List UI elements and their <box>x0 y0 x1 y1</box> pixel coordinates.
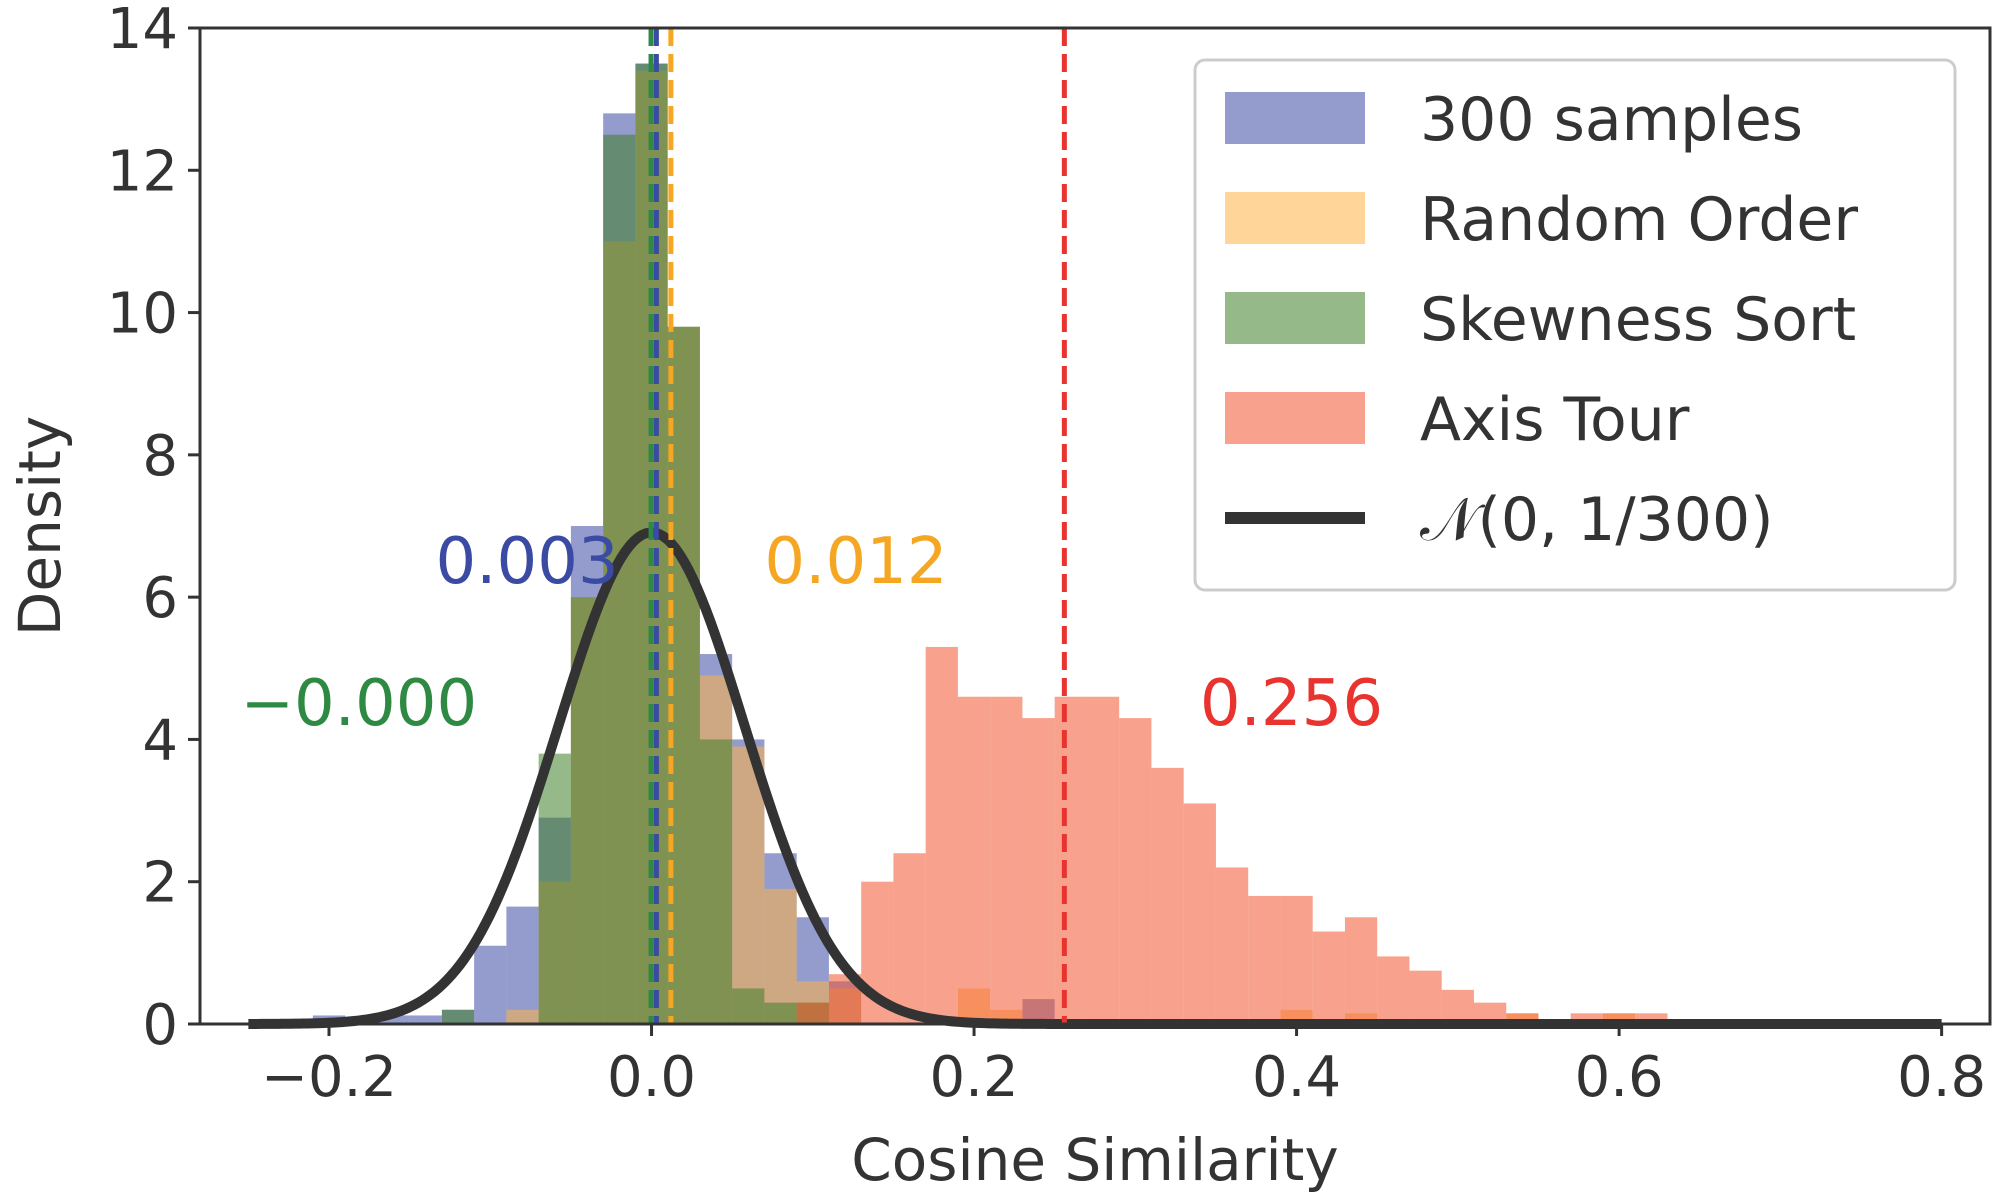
histogram-bar <box>1473 1002 1507 1024</box>
y-tick-label: 10 <box>107 282 178 347</box>
y-tick-label: 6 <box>142 566 178 631</box>
plot-frame <box>198 26 1992 1026</box>
histogram-bar <box>1119 718 1152 1024</box>
histogram-bar <box>1183 803 1216 1024</box>
histogram-bar <box>764 1002 797 1024</box>
legend-swatch <box>1225 392 1365 444</box>
series-3-bars <box>796 646 1668 1024</box>
histogram-bar <box>538 753 571 1024</box>
histogram-bar <box>732 988 765 1024</box>
histogram-bar <box>474 945 507 1024</box>
y-tick-label: 14 <box>107 0 178 62</box>
histogram-bar <box>506 906 539 1024</box>
legend-label: Skewness Sort <box>1420 285 1856 355</box>
x-tick-label: 0.4 <box>1252 1045 1341 1110</box>
histogram-bar <box>957 696 991 1024</box>
histogram-bar <box>667 326 700 1024</box>
x-axis-label: Cosine Similarity <box>851 1126 1338 1194</box>
y-tick-label: 12 <box>107 139 178 204</box>
mean-lines-layer <box>648 28 1067 1024</box>
legend-swatch <box>1225 292 1365 344</box>
x-tick-label: 0.8 <box>1897 1045 1986 1110</box>
mean-value-label: −0.000 <box>240 667 477 741</box>
histogram-bar <box>1602 1013 1636 1024</box>
histogram-bar <box>1312 931 1345 1024</box>
histogram-bar <box>1086 696 1120 1024</box>
histogram-bar <box>377 1015 410 1024</box>
x-tick-label: 0.0 <box>607 1045 696 1110</box>
histogram-bar <box>1248 895 1281 1024</box>
histogram-bar <box>1635 1013 1668 1024</box>
legend-box <box>1193 58 1957 592</box>
x-axis: −0.2 0.0 0.2 0.4 0.6 0.8 <box>261 1024 1986 1110</box>
histogram-bar <box>1377 956 1410 1024</box>
histogram-bar <box>1280 895 1313 1024</box>
y-axis: 0 2 4 6 8 10 12 14 <box>107 0 200 1058</box>
y-axis-label: Density <box>6 416 74 637</box>
mean-value-label: 0.012 <box>764 525 947 599</box>
y-tick-label: 0 <box>142 993 178 1058</box>
legend-label: 300 samples <box>1420 85 1803 155</box>
histogram-bar <box>732 746 765 1024</box>
x-tick-label: −0.2 <box>261 1045 397 1110</box>
histogram-bar <box>506 1009 539 1024</box>
histogram-bar <box>441 1009 475 1024</box>
histogram-bar <box>409 1015 442 1024</box>
histogram-bar <box>796 1002 829 1024</box>
histogram-bar <box>764 888 797 1024</box>
histogram-bar <box>635 63 668 1025</box>
histogram-bar <box>1215 867 1249 1024</box>
histogram-bar <box>1570 1013 1603 1024</box>
y-tick-label: 8 <box>142 424 178 489</box>
legend-label: Random Order <box>1420 185 1858 255</box>
histogram-bar <box>1441 989 1474 1024</box>
histogram-bar <box>1151 767 1184 1024</box>
y-tick-label: 4 <box>142 708 178 773</box>
histogram-bars <box>312 63 1668 1025</box>
histogram-bar <box>1344 917 1378 1024</box>
legend: 300 samples Random Order Skewness Sort Axis… <box>1193 58 1957 592</box>
x-tick-label: 0.6 <box>1575 1045 1664 1110</box>
histogram-bar <box>990 696 1023 1024</box>
mean-value-label: 0.003 <box>435 525 618 599</box>
histogram-bar <box>699 739 733 1024</box>
legend-label: 𝒩(0, 1/300) <box>1420 485 1774 555</box>
y-tick-label: 2 <box>142 851 178 916</box>
legend-swatch <box>1225 92 1365 144</box>
mean-annotations: 0.003 0.012 −0.000 0.256 <box>240 525 1383 741</box>
histogram-bar <box>893 853 926 1024</box>
mean-value-label: 0.256 <box>1200 667 1383 741</box>
histogram-bar <box>1506 1013 1539 1024</box>
histogram-bar <box>1409 970 1442 1024</box>
legend-label: Axis Tour <box>1420 385 1690 455</box>
x-tick-label: 0.2 <box>930 1045 1019 1110</box>
histogram-bar <box>1022 718 1055 1024</box>
legend-swatch <box>1225 192 1365 244</box>
histogram-bar <box>1054 696 1087 1024</box>
histogram-bar <box>925 646 958 1024</box>
